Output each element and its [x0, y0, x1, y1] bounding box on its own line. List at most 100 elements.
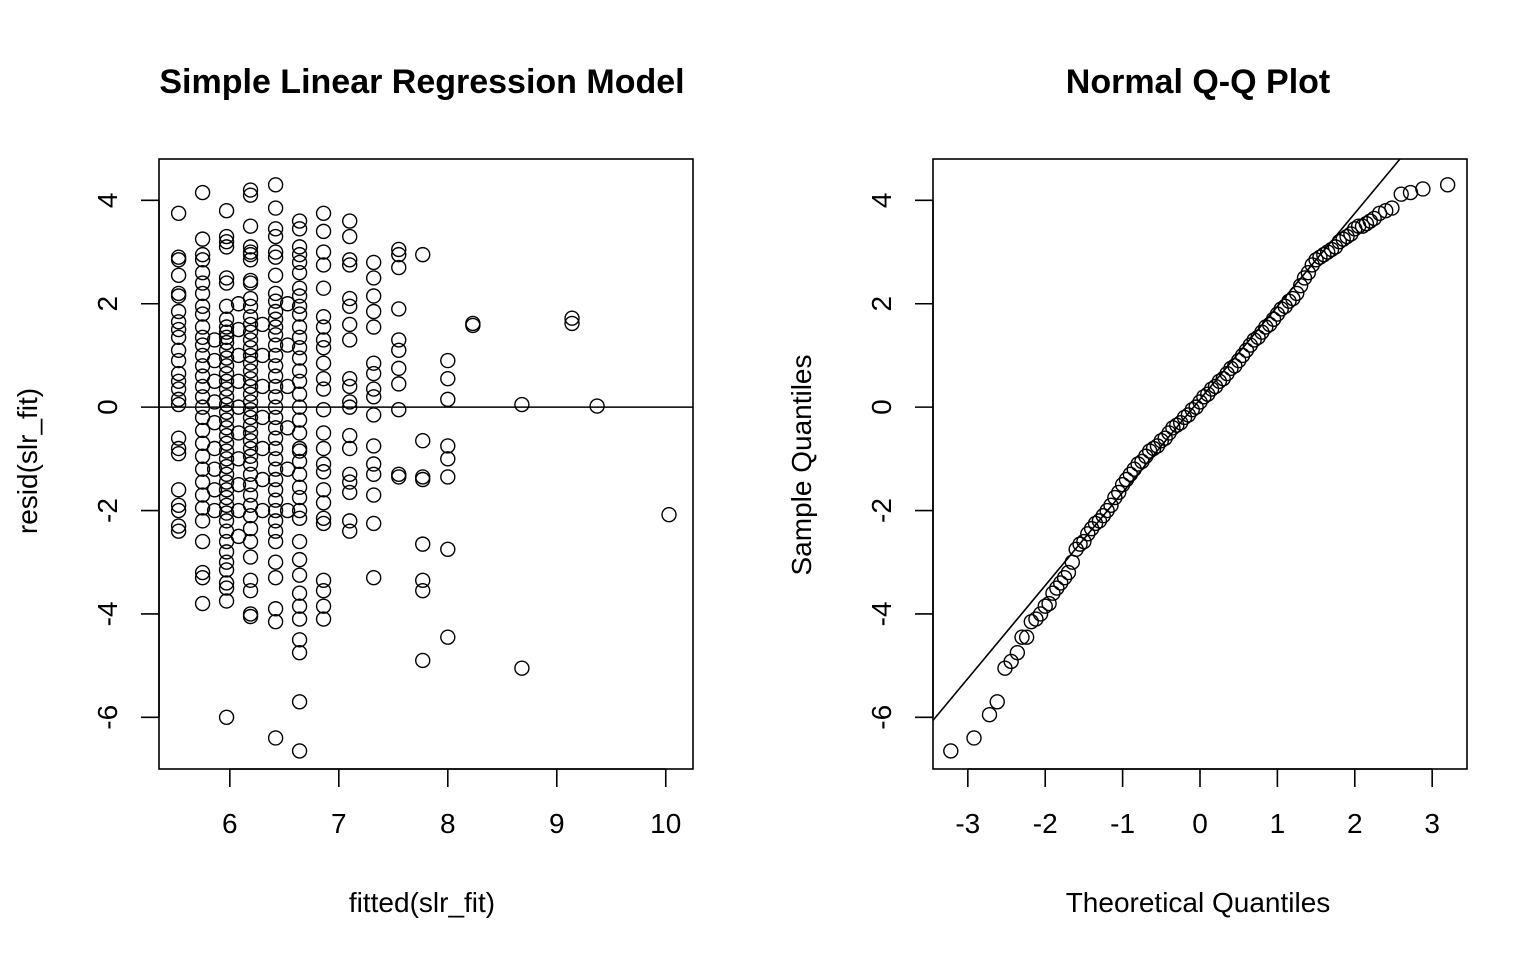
residuals-plot-point [230, 425, 247, 441]
qq-plot-x-tick-label: -3 [955, 808, 980, 839]
residuals-plot-point [170, 314, 187, 330]
residuals-plot-point [218, 373, 235, 389]
qq-plot-point [1052, 575, 1069, 591]
qq-plot-title: Normal Q-Q Plot [1066, 63, 1330, 101]
qq-plot-x-label: Theoretical Quantiles [1066, 887, 1331, 918]
qq-plot-point [1080, 526, 1096, 542]
residuals-plot-point [170, 502, 187, 519]
residuals-plot-point [218, 505, 235, 521]
residuals-plot-point [218, 239, 235, 255]
residuals-plot-point [440, 469, 456, 485]
residuals-plot-point [242, 425, 259, 441]
qq-plot-point [1258, 319, 1274, 335]
residuals-plot-point [254, 440, 271, 457]
qq-plot-point [1323, 241, 1340, 258]
residuals-plot-point [267, 554, 284, 570]
qq-plot-point [1304, 257, 1320, 273]
qq-plot-point [1176, 409, 1193, 426]
residuals-plot-point [391, 301, 407, 317]
qq-plot-point [1028, 611, 1044, 627]
residuals-plot-point [365, 303, 382, 320]
qq-plot-point [1032, 606, 1049, 622]
residuals-plot-point [291, 533, 308, 550]
residuals-plot-point [267, 492, 284, 508]
residuals-plot-point [291, 585, 308, 601]
residuals-plot-point [242, 386, 259, 402]
residuals-plot-point [267, 368, 284, 384]
residuals-plot-point [315, 244, 332, 260]
residuals-plot-point [170, 391, 187, 408]
residuals-plot-point [267, 730, 284, 746]
residuals-plot-point [315, 598, 332, 614]
qq-plot-point [1316, 246, 1332, 263]
residuals-plot-point [242, 456, 259, 472]
residuals-plot-point [242, 582, 259, 599]
qq-plot-point [1083, 520, 1100, 537]
residuals-plot-point [170, 482, 187, 498]
qq-plot-frame [932, 158, 1468, 770]
residuals-plot-point [242, 316, 259, 333]
qq-plot-point [1281, 293, 1297, 309]
qq-plot-point [1076, 533, 1092, 550]
residuals-plot-point [242, 572, 259, 589]
residuals-plot-point [342, 332, 358, 348]
qq-plot-point [1068, 541, 1084, 557]
residuals-plot-y-tick-label: -4 [92, 601, 123, 626]
residuals-plot-point [589, 398, 605, 414]
residuals-plot-point [291, 466, 308, 483]
residuals-plot-point [315, 223, 332, 240]
residuals-plot-point [391, 469, 407, 485]
qq-plot-point [1072, 536, 1088, 552]
residuals-plot-point [218, 443, 235, 459]
residuals-plot-point [342, 228, 358, 245]
residuals-plot-point [342, 484, 358, 501]
residuals-plot-point [170, 205, 187, 221]
residuals-plot-point [242, 187, 259, 203]
residuals-plot-point [170, 445, 187, 462]
residuals-plot-point [342, 513, 358, 529]
residuals-plot-point [242, 549, 259, 565]
residuals-plot-point [342, 474, 358, 490]
residuals-plot-point [291, 363, 308, 379]
residuals-plot-point [170, 373, 187, 389]
residuals-plot-point [342, 378, 358, 395]
qq-plot-point [1242, 337, 1259, 353]
residuals-plot-point [342, 394, 358, 410]
residuals-plot-point [170, 321, 187, 338]
qq-plot-y-tick-label: 0 [866, 399, 897, 415]
residuals-plot-point [242, 448, 259, 464]
qq-plot-point [1056, 570, 1073, 586]
residuals-plot-point [267, 523, 284, 539]
qq-plot-point [1192, 394, 1208, 410]
residuals-plot-point [391, 241, 407, 258]
residuals-plot-point [267, 285, 284, 302]
residuals-plot-point [342, 371, 358, 387]
residuals-plot-point [342, 290, 358, 307]
qq-plot-point [1149, 438, 1166, 454]
residuals-plot-point [440, 438, 456, 454]
residuals-plot-point [315, 355, 332, 371]
residuals-plot-point [291, 254, 308, 271]
residuals-plot-point [194, 252, 211, 268]
residuals-plot-point [291, 489, 308, 506]
residuals-plot-y-tick-label: 2 [92, 296, 123, 312]
residuals-plot-point [242, 218, 259, 234]
residuals-plot-point [170, 267, 187, 284]
residuals-plot-point [267, 399, 284, 415]
qq-plot-x-tick-label: -2 [1033, 808, 1058, 839]
qq-plot-point [1203, 381, 1220, 397]
residuals-plot-point [218, 489, 235, 506]
qq-plot-point [1261, 316, 1278, 333]
residuals-plot-point [415, 652, 431, 669]
qq-plot-point [1343, 226, 1359, 242]
residuals-plot-point [291, 632, 308, 648]
residuals-plot-point [218, 396, 235, 413]
residuals-plot-point [242, 308, 259, 325]
qq-plot-point [1215, 371, 1231, 387]
residuals-plot-point [194, 231, 211, 247]
qq-plot-point [1296, 270, 1313, 286]
residuals-plot-x-tick-label: 7 [331, 808, 347, 839]
residuals-plot-point [218, 544, 235, 560]
residuals-plot-point [254, 409, 271, 426]
